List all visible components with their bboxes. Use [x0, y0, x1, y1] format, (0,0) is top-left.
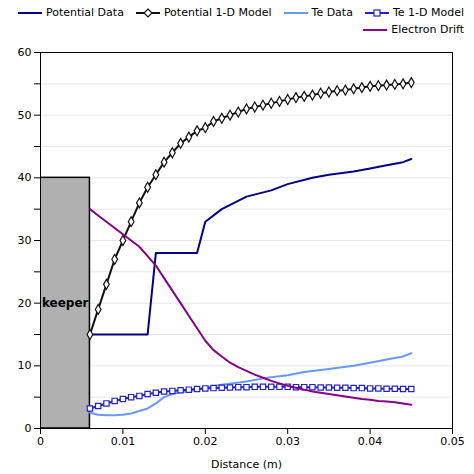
svg-text:0.04: 0.04: [358, 435, 383, 448]
svg-text:20: 20: [18, 297, 32, 310]
svg-text:30: 30: [18, 234, 32, 247]
svg-text:60: 60: [18, 46, 32, 59]
svg-text:keeper: keeper: [42, 296, 89, 310]
html-text:Te Data: Te Data: [311, 6, 353, 19]
html-text:Potential 1-D Model: Potential 1-D Model: [163, 6, 272, 19]
svg-text:0: 0: [25, 422, 32, 435]
html-text:Potential Data: Potential Data: [45, 6, 124, 19]
svg-text:0.01: 0.01: [111, 435, 135, 448]
svg-text:40: 40: [18, 171, 32, 184]
svg-text:0.03: 0.03: [275, 435, 300, 448]
html-text:Te 1-D Model: Te 1-D Model: [392, 6, 464, 19]
svg-text:50: 50: [18, 109, 32, 122]
svg-text:10: 10: [18, 359, 32, 372]
svg-text:Distance (m): Distance (m): [211, 458, 282, 471]
html-text:Electron Drift: Electron Drift: [391, 23, 464, 36]
svg-text:0.05: 0.05: [440, 435, 465, 448]
svg-text:0.02: 0.02: [193, 435, 218, 448]
svg-text:0: 0: [37, 435, 44, 448]
